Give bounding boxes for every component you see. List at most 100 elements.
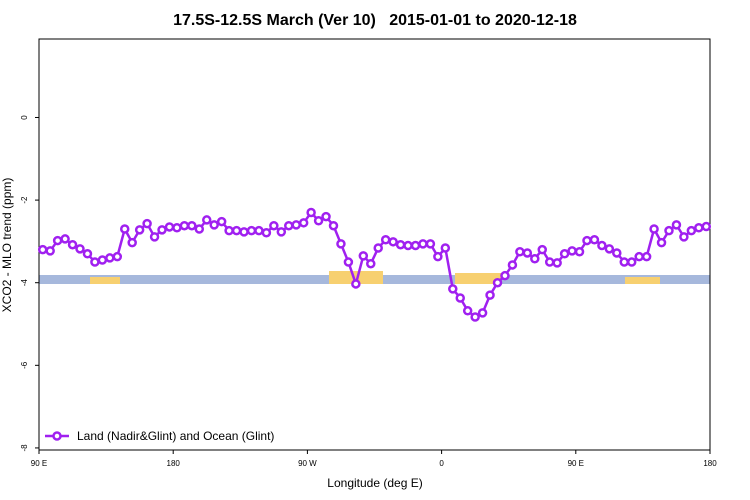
data-point bbox=[231, 225, 242, 236]
data-point bbox=[298, 218, 309, 228]
data-point bbox=[269, 220, 279, 231]
y-tick-label: -6 bbox=[20, 361, 29, 369]
legend-label: Land (Nadir&Glint) and Ocean (Glint) bbox=[77, 429, 274, 443]
data-point bbox=[418, 239, 428, 249]
data-point bbox=[291, 220, 301, 230]
data-point bbox=[202, 215, 212, 225]
x-tick-label: 180 bbox=[703, 459, 717, 468]
data-point bbox=[612, 248, 622, 258]
data-point bbox=[45, 246, 55, 256]
data-point bbox=[425, 239, 436, 249]
data-point bbox=[589, 234, 600, 245]
data-point bbox=[351, 279, 361, 289]
data-point bbox=[134, 225, 145, 235]
data-point bbox=[157, 225, 167, 235]
plot-frame bbox=[38, 38, 711, 451]
data-point bbox=[239, 227, 249, 237]
surface-band bbox=[39, 271, 710, 284]
data-point bbox=[552, 258, 562, 268]
data-point bbox=[679, 232, 689, 242]
data-point bbox=[328, 220, 339, 231]
data-point bbox=[127, 237, 137, 248]
data-point bbox=[254, 225, 264, 236]
data-point bbox=[187, 220, 197, 231]
data-point bbox=[462, 306, 473, 316]
data-point bbox=[246, 225, 257, 236]
data-point bbox=[343, 257, 354, 267]
data-point bbox=[530, 254, 540, 264]
data-point bbox=[597, 240, 607, 251]
data-point bbox=[321, 211, 331, 222]
data-point bbox=[492, 277, 503, 288]
data-point bbox=[224, 225, 234, 236]
data-point bbox=[500, 270, 510, 281]
data-point bbox=[306, 207, 316, 218]
data-point bbox=[284, 220, 294, 231]
land-band bbox=[90, 277, 120, 284]
data-point bbox=[656, 237, 667, 248]
data-point bbox=[112, 251, 123, 262]
data-point bbox=[470, 312, 480, 322]
data-point bbox=[209, 220, 219, 230]
data-point bbox=[37, 244, 48, 255]
data-point bbox=[75, 244, 85, 254]
data-point bbox=[448, 284, 458, 294]
chart-title: 17.5S-12.5S March (Ver 10) 2015-01-01 to… bbox=[173, 12, 577, 29]
data-point bbox=[373, 243, 383, 253]
data-point bbox=[701, 221, 712, 232]
data-point bbox=[522, 248, 533, 258]
y-tick-label: -2 bbox=[20, 196, 29, 204]
data-point bbox=[544, 257, 555, 267]
legend-item: Land (Nadir&Glint) and Ocean (Glint) bbox=[45, 429, 274, 443]
data-point bbox=[366, 258, 376, 269]
data-point bbox=[574, 246, 585, 257]
data-point bbox=[179, 220, 190, 231]
data-point bbox=[172, 223, 182, 233]
data-point bbox=[60, 234, 70, 244]
data-point bbox=[261, 227, 272, 238]
data-point bbox=[664, 225, 674, 236]
data-point bbox=[82, 249, 93, 259]
data-point bbox=[164, 222, 175, 232]
data-point bbox=[582, 235, 592, 246]
legend-marker bbox=[52, 431, 62, 441]
data-point bbox=[440, 243, 451, 253]
y-axis-label: XCO2 - MLO trend (ppm) bbox=[0, 178, 14, 313]
data-point bbox=[559, 249, 570, 259]
data-point bbox=[649, 224, 659, 234]
data-point bbox=[485, 290, 495, 300]
data-point bbox=[634, 251, 644, 262]
data-point bbox=[194, 224, 205, 234]
data-point bbox=[604, 244, 615, 254]
x-tick-label: 180 bbox=[167, 459, 181, 468]
data-point bbox=[507, 260, 518, 270]
data-point bbox=[619, 257, 630, 267]
y-tick-label: 0 bbox=[20, 115, 29, 120]
data-point bbox=[395, 239, 406, 250]
data-point bbox=[149, 232, 160, 242]
data-point bbox=[336, 239, 346, 249]
data-point bbox=[641, 251, 652, 262]
data-point bbox=[380, 234, 391, 245]
data-point bbox=[276, 227, 287, 237]
data-point bbox=[403, 240, 413, 251]
land-band bbox=[625, 277, 660, 284]
data-point bbox=[686, 225, 697, 236]
data-point bbox=[119, 224, 130, 234]
data-point bbox=[537, 244, 547, 255]
data-point bbox=[358, 251, 369, 261]
data-point bbox=[97, 255, 108, 265]
data-point bbox=[477, 308, 488, 318]
x-axis-label: Longitude (deg E) bbox=[327, 476, 422, 490]
data-point bbox=[52, 235, 63, 246]
data-point bbox=[567, 246, 577, 256]
data-point bbox=[410, 240, 421, 251]
x-tick-label: 90 W bbox=[298, 459, 317, 468]
data-point bbox=[433, 251, 443, 262]
data-point bbox=[455, 293, 465, 303]
data-point bbox=[90, 257, 100, 267]
y-tick-label: -8 bbox=[20, 444, 29, 452]
data-point bbox=[515, 246, 525, 257]
x-tick-label: 90 E bbox=[568, 459, 584, 468]
